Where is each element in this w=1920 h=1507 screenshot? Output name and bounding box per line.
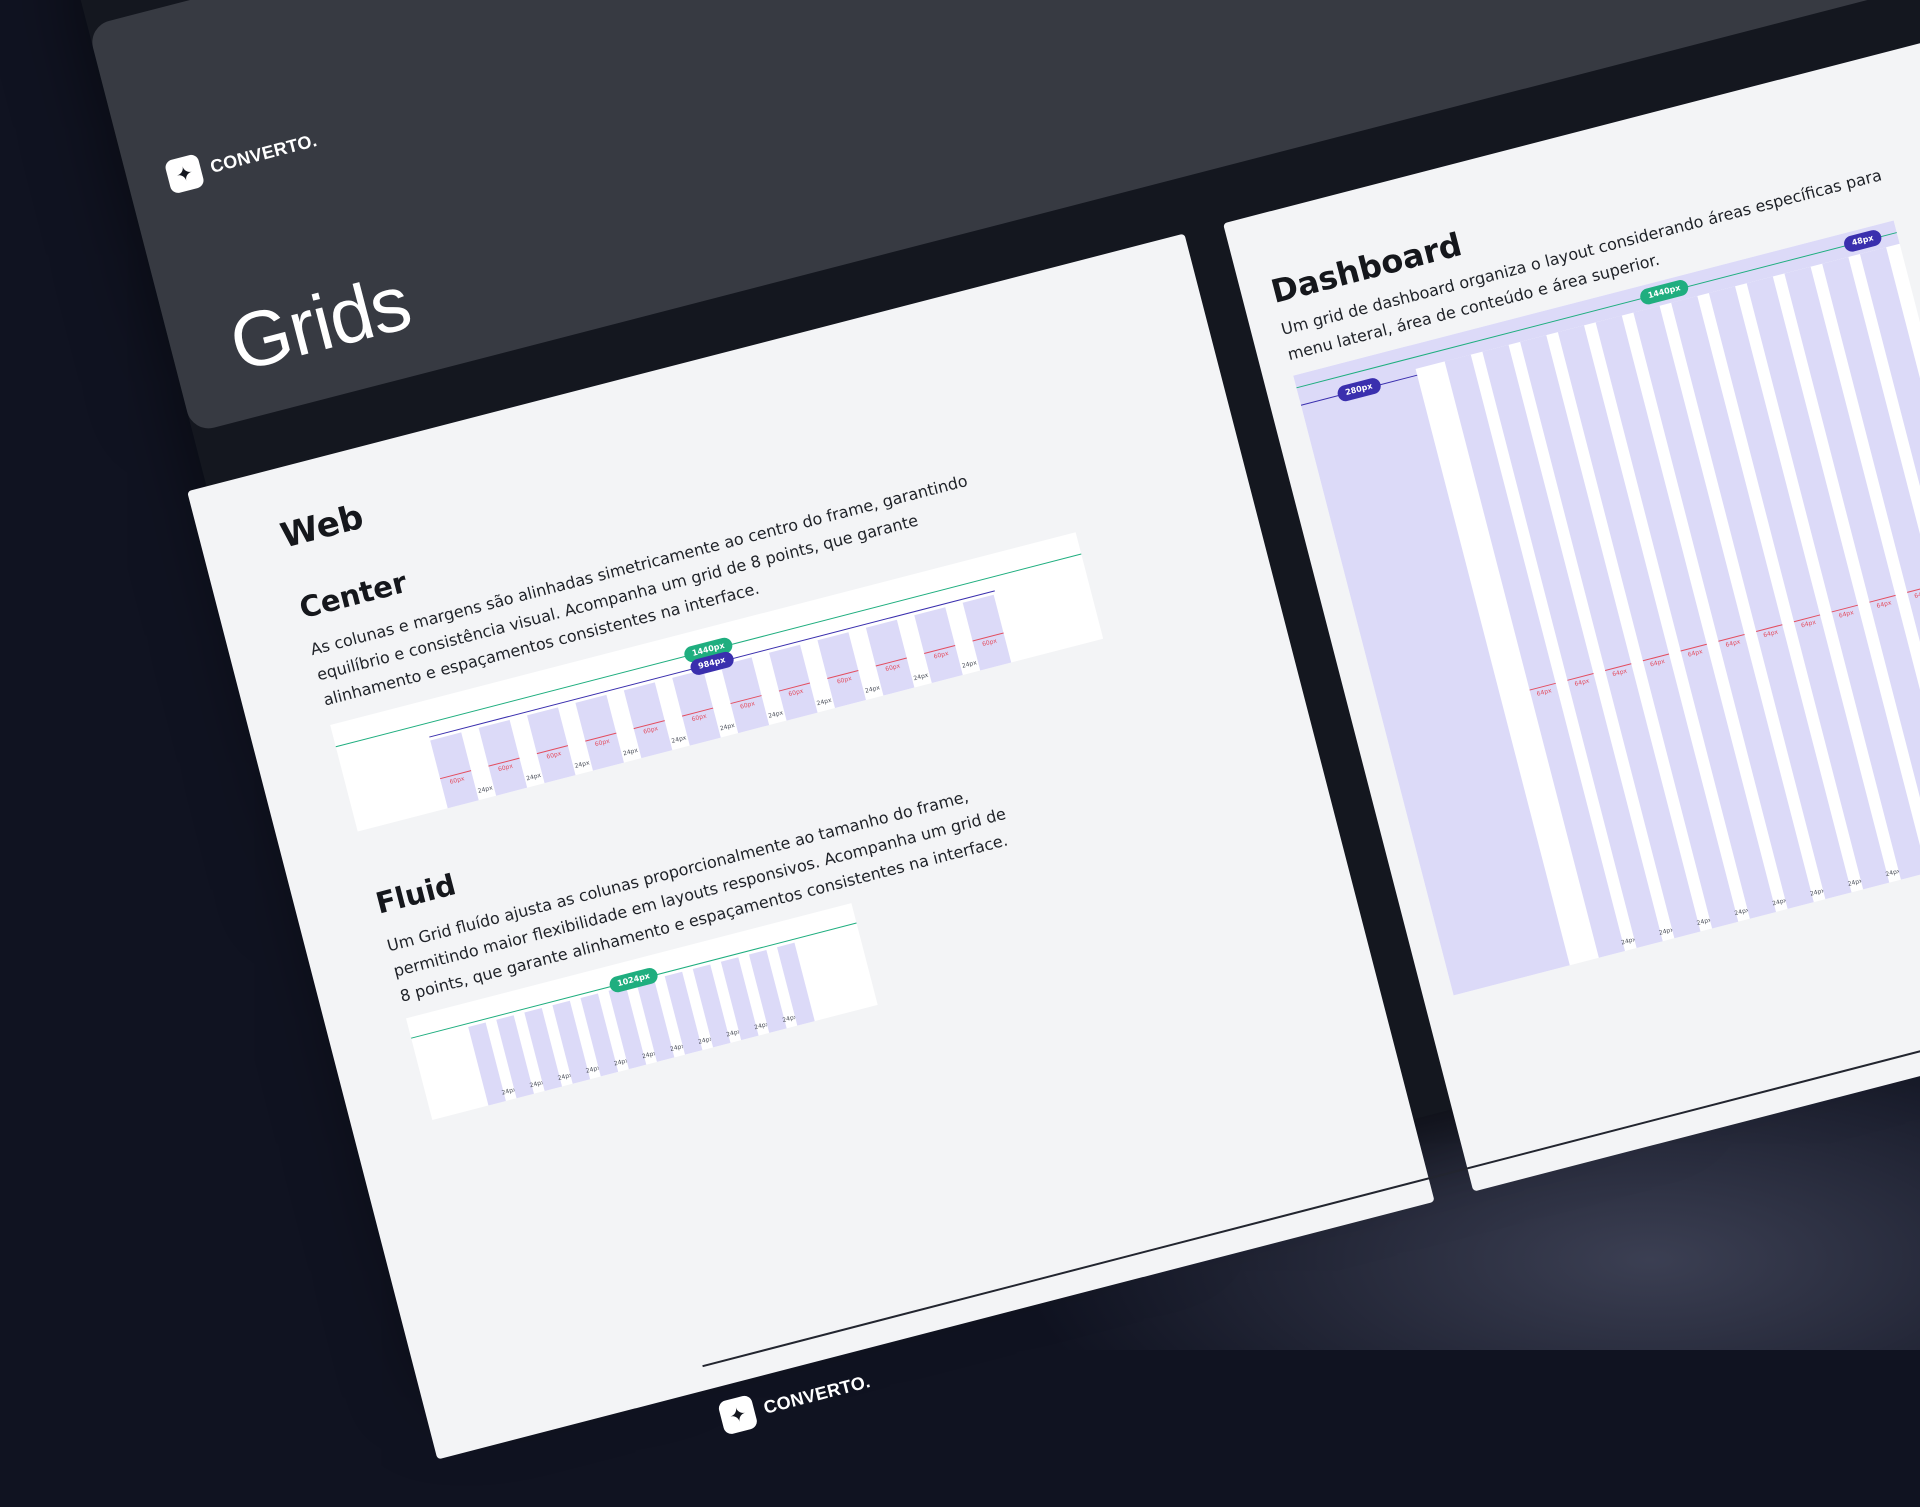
grid-column bbox=[623, 682, 673, 759]
grid-column bbox=[962, 594, 1012, 671]
gutter-width-label: 24px bbox=[864, 684, 881, 695]
footer-brand-name: CONVERTO. bbox=[761, 1370, 873, 1418]
gutter-width-label: 24px bbox=[719, 721, 736, 733]
gutter-width-label: 24px bbox=[912, 671, 930, 683]
gutter-width-label: 24px bbox=[961, 659, 978, 670]
grid-column bbox=[817, 632, 866, 709]
gutter-width-label: 24px bbox=[816, 696, 833, 708]
grid-column bbox=[575, 694, 624, 771]
grid-column bbox=[865, 619, 915, 696]
gutter-width-label: 24px bbox=[477, 784, 494, 795]
sparkle-icon: ✦ bbox=[717, 1394, 759, 1436]
gutter-width-label: 24px bbox=[767, 709, 784, 720]
web-title: Web bbox=[276, 496, 368, 557]
sparkle-icon: ✦ bbox=[163, 153, 206, 195]
gutter-width-label: 24px bbox=[525, 771, 542, 783]
gutter-width-label: 24px bbox=[622, 746, 639, 758]
grid-column bbox=[720, 657, 770, 734]
brand-name: CONVERTO. bbox=[208, 129, 319, 177]
brand-logo: ✦ CONVERTO. bbox=[163, 123, 321, 195]
grid-column bbox=[914, 607, 963, 684]
grid-column bbox=[430, 732, 479, 809]
gutter-width-label: 24px bbox=[573, 759, 591, 770]
grid-column bbox=[478, 719, 528, 796]
grid-column bbox=[527, 707, 576, 784]
page-title: Grids bbox=[220, 257, 419, 389]
grid-column bbox=[672, 669, 721, 746]
gutter-width-label: 24px bbox=[670, 734, 688, 745]
fluid-title: Fluid bbox=[372, 867, 460, 921]
grid-column bbox=[769, 644, 818, 721]
